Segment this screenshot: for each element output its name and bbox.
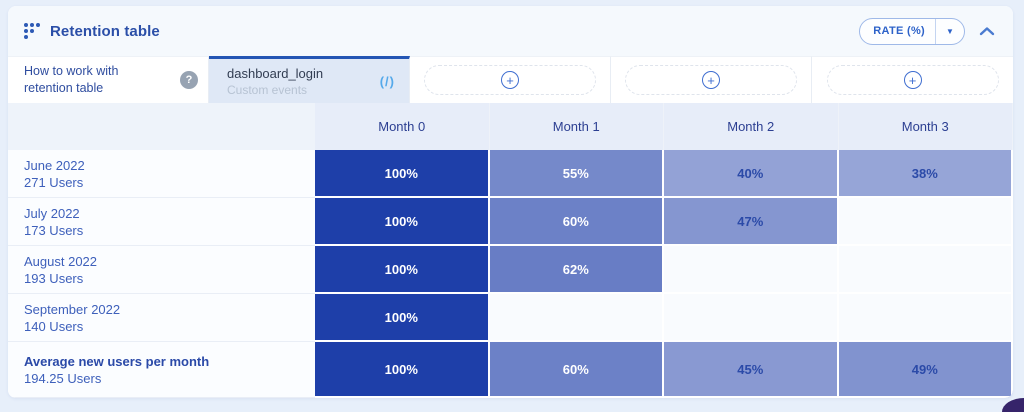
retention-cohort-icon [24, 23, 40, 39]
rate-button-divider [935, 18, 936, 44]
empty-cell [838, 294, 1013, 342]
table-header-row: Month 0 Month 1 Month 2 Month 3 [8, 103, 1013, 150]
tab-dashboard-login[interactable]: dashboard_login Custom events (/) [209, 56, 410, 103]
cohort-name: September 2022 [24, 301, 121, 317]
add-event-slot-2: + [611, 56, 812, 103]
column-header-month-2: Month 2 [664, 103, 839, 150]
empty-cell [664, 294, 839, 342]
add-event-slot-1: + [410, 56, 611, 103]
empty-cell [838, 198, 1013, 246]
table-row: Average new users per month 194.25 Users 1… [8, 342, 1013, 398]
add-event-button[interactable]: + [424, 65, 596, 95]
cohort-name: July 2022 [24, 205, 80, 221]
title-group: Retention table [24, 23, 160, 40]
tab-row: How to work with retention table ? dashb… [8, 56, 1013, 103]
retention-table: Month 0 Month 1 Month 2 Month 3 June 2022 27… [8, 103, 1013, 398]
plus-circle-icon: + [501, 71, 519, 89]
active-tab-text: dashboard_login Custom events [227, 66, 323, 97]
cohort-name: Average new users per month [24, 353, 210, 369]
retention-cell[interactable]: 100% [315, 294, 490, 342]
retention-cell[interactable]: 49% [838, 342, 1013, 398]
add-event-button[interactable]: + [826, 65, 999, 95]
widget-header: Retention table RATE (%) ▼ [8, 6, 1013, 56]
custom-event-code-icon: (/) [379, 73, 395, 89]
widget-title: Retention table [50, 22, 160, 40]
help-tab[interactable]: How to work with retention table ? [8, 56, 209, 103]
active-tab-subtitle: Custom events [227, 82, 308, 97]
empty-cell [838, 246, 1013, 294]
help-tab-label: How to work with retention table [24, 64, 119, 95]
cohort-users-count: 271 Users [24, 174, 84, 190]
column-header-month-1: Month 1 [489, 103, 664, 150]
corner-decoration [1002, 398, 1024, 412]
caret-down-icon[interactable]: ▼ [946, 26, 954, 36]
cohort-users-count: 173 Users [24, 222, 84, 238]
retention-cell[interactable]: 55% [489, 150, 664, 198]
retention-cell[interactable]: 62% [489, 246, 664, 294]
row-label: August 2022 193 Users [8, 246, 315, 294]
retention-cell[interactable]: 100% [315, 342, 490, 398]
plus-circle-icon: + [702, 71, 720, 89]
retention-cell[interactable]: 100% [315, 198, 490, 246]
retention-cell[interactable]: 100% [315, 246, 490, 294]
empty-cell [489, 294, 664, 342]
add-event-slot-3: + [812, 56, 1013, 103]
cohort-users-count: 194.25 Users [24, 370, 102, 386]
rate-unit-label: RATE (%) [873, 25, 925, 37]
retention-cell[interactable]: 47% [664, 198, 839, 246]
row-label: June 2022 271 Users [8, 150, 315, 198]
rate-unit-dropdown-button[interactable]: RATE (%) ▼ [859, 17, 965, 45]
cohort-name: June 2022 [24, 157, 85, 173]
retention-cell[interactable]: 60% [489, 198, 664, 246]
retention-cell[interactable]: 45% [664, 342, 839, 398]
row-label: July 2022 173 Users [8, 198, 315, 246]
add-event-button[interactable]: + [625, 65, 797, 95]
active-tab-title: dashboard_login [227, 65, 324, 81]
help-icon[interactable]: ? [180, 71, 198, 89]
table-row: September 2022 140 Users 100% [8, 294, 1013, 342]
column-header-month-0: Month 0 [315, 103, 490, 150]
retention-widget-card: Retention table RATE (%) ▼ How to work w… [8, 6, 1013, 398]
cohort-users-count: 193 Users [24, 270, 84, 286]
collapse-widget-chevron-icon[interactable] [979, 26, 995, 36]
label-column-header [8, 103, 315, 150]
header-actions: RATE (%) ▼ [859, 17, 995, 45]
table-row: June 2022 271 Users 100% 55% 40% 38% [8, 150, 1013, 198]
retention-cell[interactable]: 60% [489, 342, 664, 398]
cohort-users-count: 140 Users [24, 318, 84, 334]
row-label: September 2022 140 Users [8, 294, 315, 342]
retention-cell[interactable]: 38% [838, 150, 1013, 198]
column-header-month-3: Month 3 [838, 103, 1013, 150]
plus-circle-icon: + [903, 71, 922, 89]
cohort-name: August 2022 [24, 253, 98, 269]
empty-cell [664, 246, 839, 294]
row-label: Average new users per month 194.25 Users [8, 342, 315, 398]
retention-cell[interactable]: 40% [664, 150, 839, 198]
table-row: July 2022 173 Users 100% 60% 47% [8, 198, 1013, 246]
retention-cell[interactable]: 100% [315, 150, 490, 198]
table-row: August 2022 193 Users 100% 62% [8, 246, 1013, 294]
